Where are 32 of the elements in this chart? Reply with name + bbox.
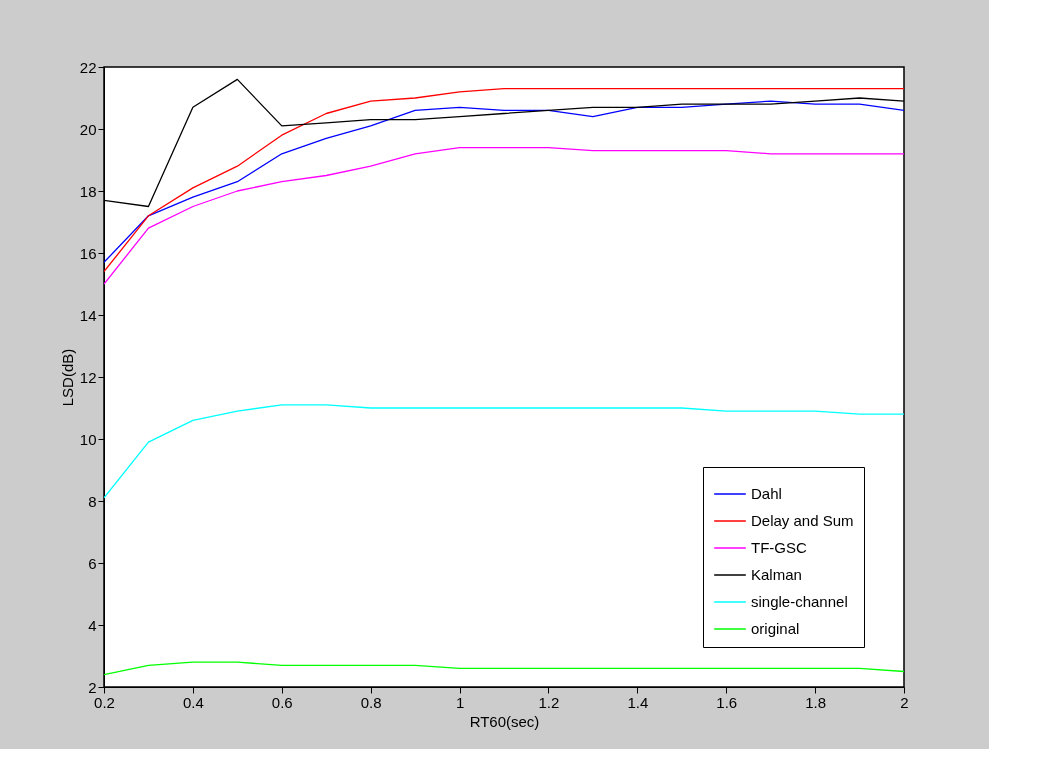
y-tick-label: 12	[79, 368, 97, 386]
y-tick-label: 18	[79, 182, 97, 200]
line-series	[104, 404, 904, 499]
x-tick-label: 0.4	[182, 693, 204, 711]
legend-label: single-channel	[751, 593, 848, 610]
x-axis-title: RT60(sec)	[469, 712, 540, 730]
legend-label: Dahl	[751, 485, 782, 502]
x-tick-label: 2	[900, 693, 909, 711]
x-tick-label: 1	[455, 693, 465, 711]
line-series	[104, 661, 904, 676]
y-tick-label: 8	[88, 492, 97, 510]
x-tick-label: 0.2	[94, 693, 115, 711]
legend-label: Kalman	[751, 566, 802, 583]
y-tick-label: 2	[88, 678, 97, 696]
x-tick-label: 1.4	[627, 693, 649, 711]
legend-label: TF-GSC	[751, 539, 807, 556]
x-tick-label: 0.8	[360, 693, 382, 711]
y-tick-label: 16	[79, 244, 97, 262]
x-tick-label: 1.2	[538, 693, 560, 711]
y-tick-label: 20	[79, 120, 97, 138]
x-tick-label: 0.6	[271, 693, 293, 711]
line-series	[104, 146, 904, 285]
y-tick-label: 6	[88, 554, 97, 572]
y-tick-label: 22	[79, 58, 97, 76]
legend-label: original	[751, 620, 800, 637]
y-tick-label: 10	[79, 430, 97, 448]
y-tick-label: 14	[79, 306, 97, 324]
y-axis-title: LSD(dB)	[58, 348, 76, 407]
y-tick-label: 4	[88, 616, 97, 634]
legend-label: Delay and Sum	[751, 512, 854, 529]
x-tick-label: 1.6	[716, 693, 738, 711]
x-tick-label: 1.8	[805, 693, 827, 711]
